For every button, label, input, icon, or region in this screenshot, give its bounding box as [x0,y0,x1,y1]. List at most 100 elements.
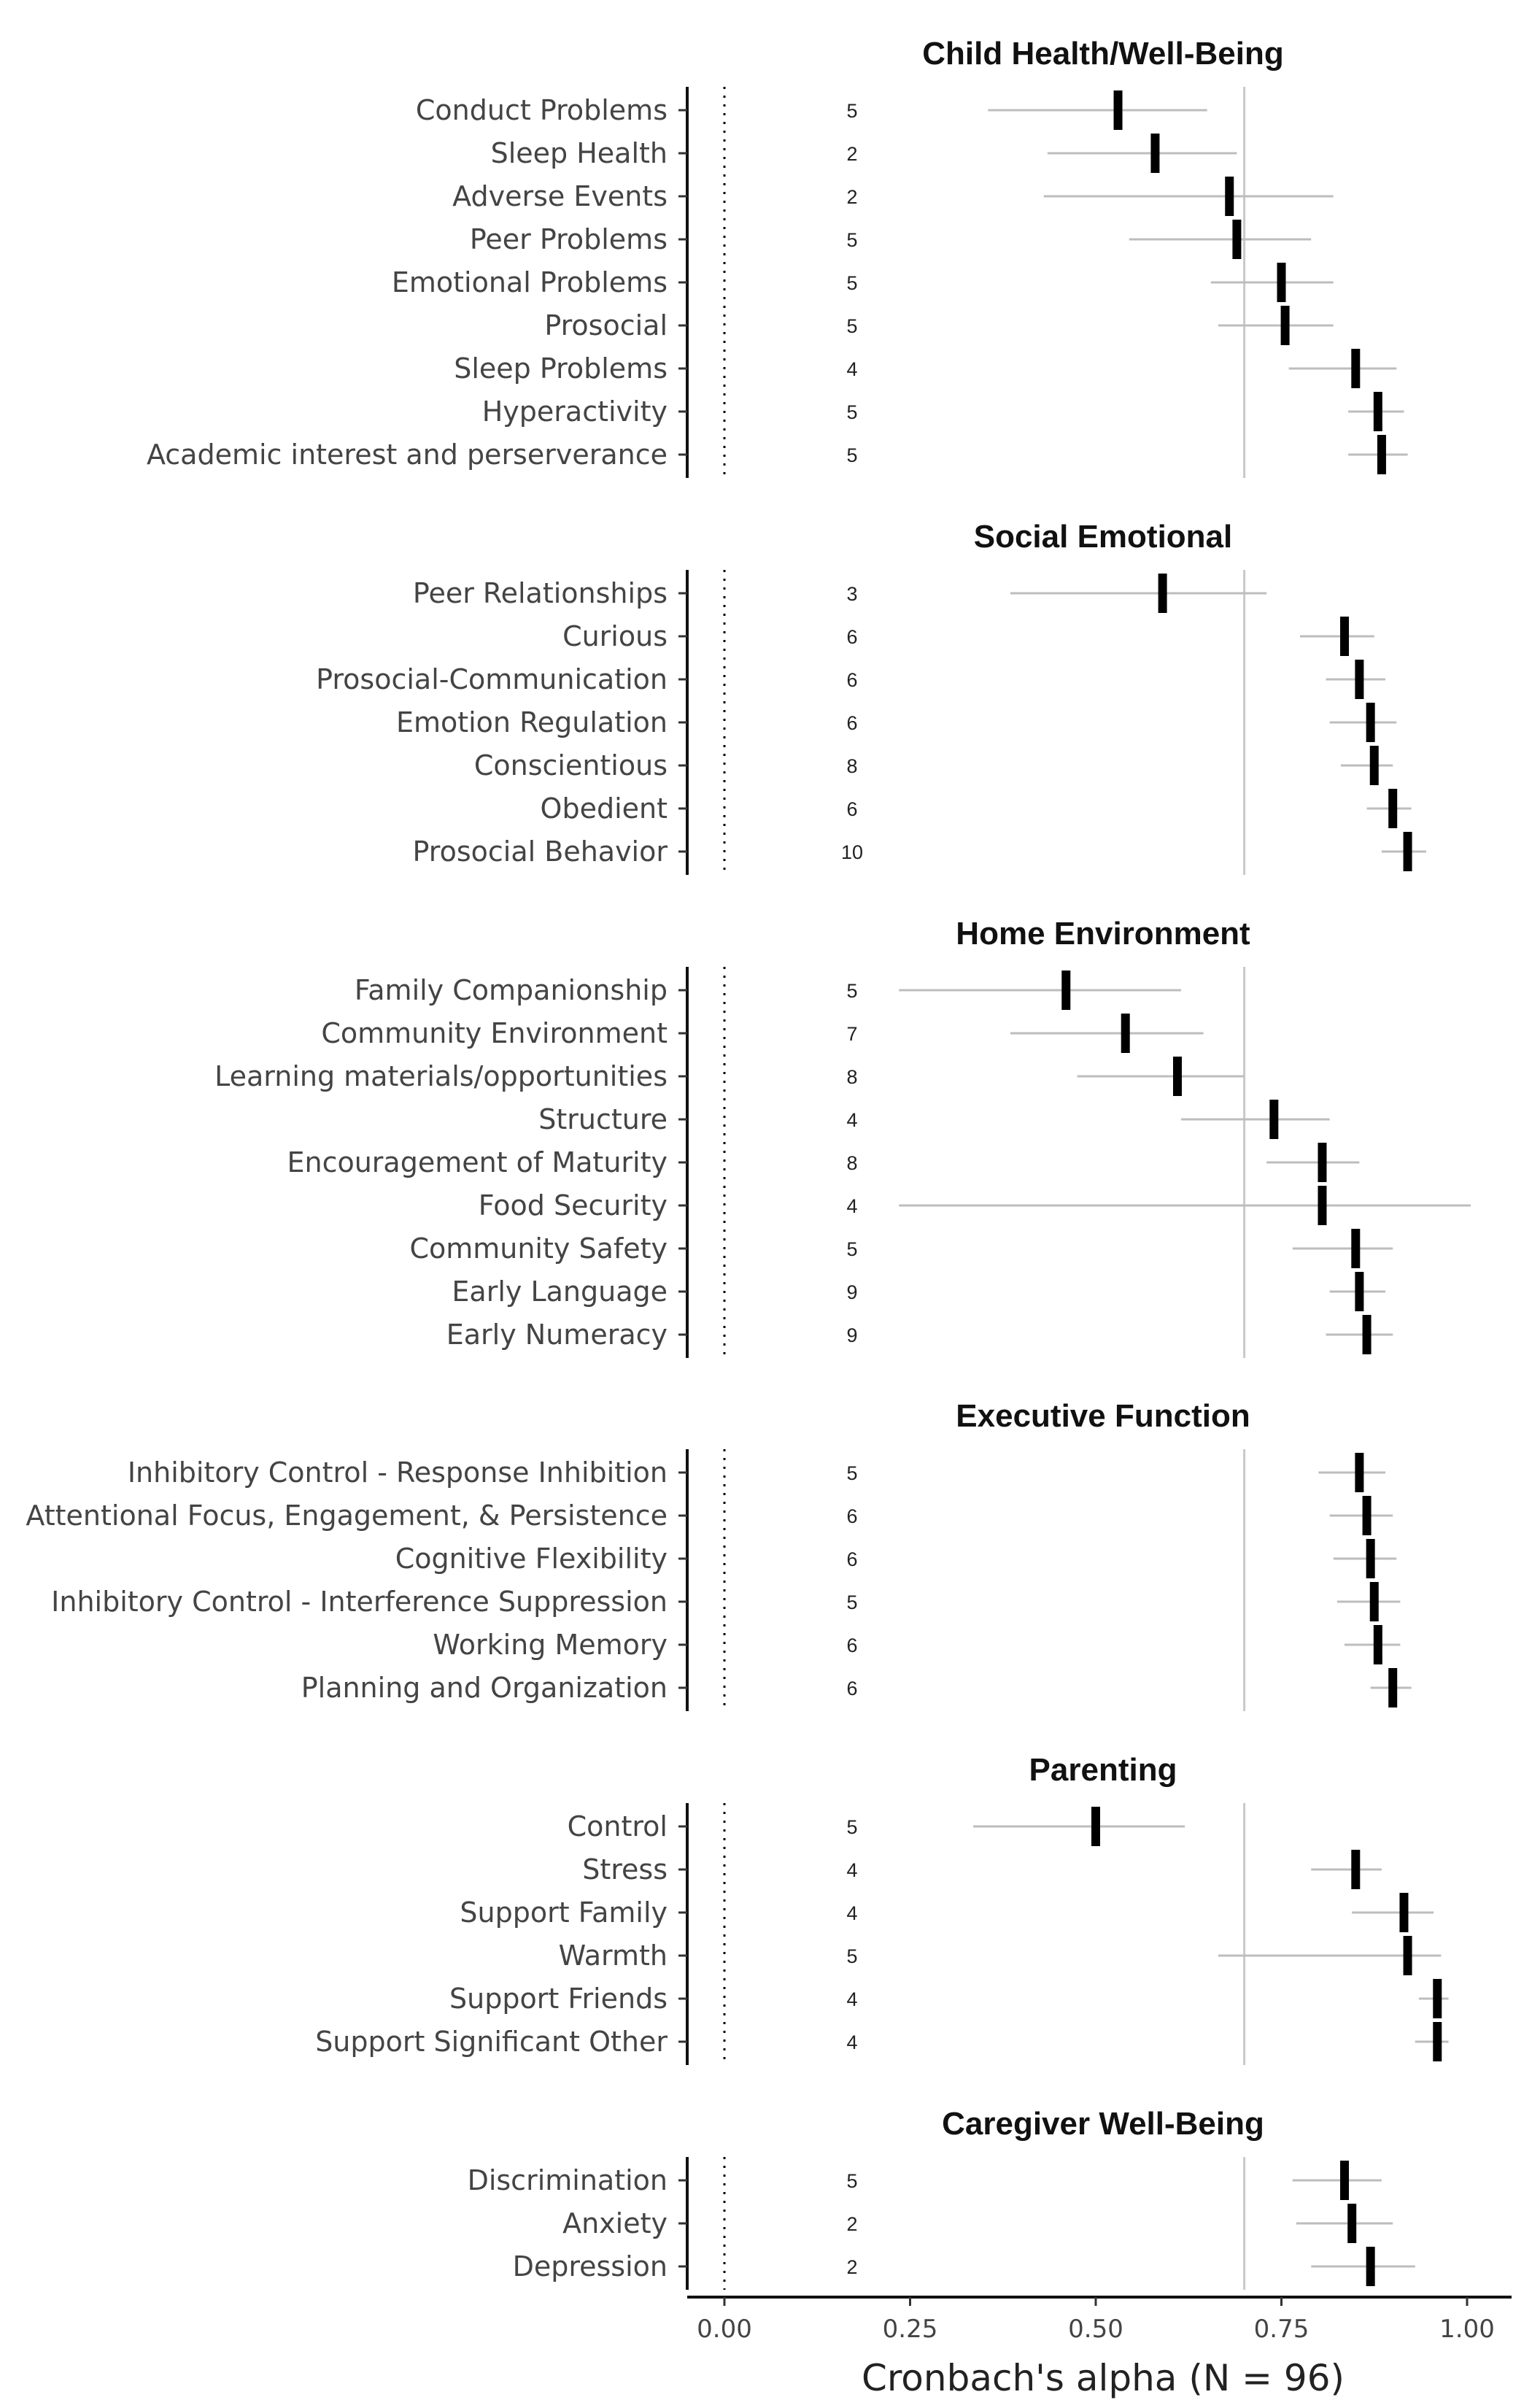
n-items-label: 2 [846,2256,857,2278]
row-label: Emotional Problems [392,266,668,298]
alpha-estimate-mark [1061,970,1071,1010]
alpha-estimate-mark [1280,306,1290,345]
alpha-estimate-mark [1113,90,1123,130]
row-label: Prosocial Behavior [413,836,668,868]
alpha-estimate-mark [1351,349,1361,388]
row-label: Support Significant Other [315,2026,668,2058]
table-row: Obedient 6 [541,789,1412,828]
n-items-label: 5 [846,229,857,251]
alpha-estimate-mark [1355,1453,1364,1492]
row-label: Support Family [460,1896,668,1929]
table-row: Sleep Health 2 [491,134,1237,173]
n-items-label: 9 [846,1324,857,1346]
alpha-estimate-mark [1355,660,1364,699]
n-items-label: 4 [846,1859,857,1881]
row-label: Sleep Health [491,137,668,169]
alpha-estimate-mark [1172,1057,1182,1096]
panel-title: Social Emotional [974,519,1233,555]
table-row: Support Significant Other 4 [315,2022,1449,2061]
n-items-label: 5 [846,401,857,423]
alpha-estimate-mark [1373,1625,1382,1664]
row-label: Peer Relationships [413,577,668,609]
alpha-estimate-mark [1277,263,1286,302]
n-items-label: 10 [841,841,863,863]
n-items-label: 8 [846,755,857,777]
alpha-estimate-mark [1232,220,1242,259]
alpha-estimate-mark [1347,2204,1357,2243]
row-label: Inhibitory Control - Interference Suppre… [51,1586,668,1618]
table-row: Academic interest and perserverance 5 [147,435,1408,474]
row-label: Encouragement of Maturity [287,1146,668,1178]
table-row: Depression 2 [513,2247,1415,2286]
table-row: Working Memory 6 [433,1625,1401,1664]
n-items-label: 5 [846,980,857,1002]
n-items-label: 5 [846,1591,857,1613]
x-tick-label: 0.50 [1068,2315,1123,2344]
row-label: Discrimination [468,2164,668,2196]
table-row: Food Security 4 [479,1186,1471,1225]
row-label: Warmth [559,1940,668,1972]
table-row: Stress 4 [582,1850,1382,1889]
table-row: Community Environment 7 [321,1014,1204,1053]
table-row: Support Family 4 [460,1893,1434,1932]
row-label: Inhibitory Control - Response Inhibition [128,1456,668,1489]
n-items-label: 8 [846,1152,857,1174]
row-label: Academic interest and perserverance [147,439,668,471]
row-label: Community Safety [409,1232,668,1265]
n-items-label: 6 [846,626,857,648]
alpha-estimate-mark [1351,1229,1361,1268]
n-items-label: 3 [846,583,857,605]
alpha-estimate-mark [1377,435,1386,474]
row-label: Working Memory [433,1629,668,1661]
alpha-estimate-mark [1318,1186,1327,1225]
row-label: Stress [582,1853,668,1886]
n-items-label: 6 [846,798,857,820]
alpha-estimate-mark [1355,1272,1364,1311]
x-axis: 0.00 0.25 0.50 0.75 1.00 Cronbach's alpha (N… [687,2296,1512,2399]
n-items-label: 5 [846,315,857,337]
x-tick-label: 0.00 [697,2315,752,2344]
row-label: Early Language [452,1276,668,1308]
alpha-estimate-mark [1340,617,1350,656]
row-label: Obedient [541,792,668,825]
n-items-label: 6 [846,669,857,691]
n-items-label: 6 [846,1548,857,1570]
row-label: Structure [538,1103,668,1135]
x-axis-title: Cronbach's alpha (N = 96) [862,2357,1345,2399]
n-items-label: 6 [846,712,857,734]
table-row: Curious 6 [562,617,1374,656]
table-row: Emotional Problems 5 [392,263,1334,302]
table-row: Warmth 5 [559,1936,1442,1975]
alpha-estimate-mark [1369,746,1379,785]
table-row: Support Friends 4 [449,1979,1449,2018]
alpha-estimate-mark [1269,1100,1279,1139]
row-label: Learning materials/opportunities [214,1060,668,1092]
table-row: Prosocial Behavior 10 [413,832,1427,871]
row-label: Conscientious [474,749,668,782]
alpha-estimate-mark [1433,1979,1442,2018]
table-row: Community Safety 5 [409,1229,1393,1268]
panel-title: Executive Function [956,1398,1250,1434]
alpha-estimate-mark [1366,1539,1375,1578]
alpha-estimate-mark [1225,177,1234,216]
panels-layer: Child Health/Well-Being Conduct Problems 5… [26,36,1471,2290]
row-label: Emotion Regulation [396,706,668,738]
row-label: Conduct Problems [416,94,668,126]
table-row: Early Language 9 [452,1272,1386,1311]
x-tick-label: 1.00 [1439,2315,1495,2344]
table-row: Hyperactivity 5 [482,392,1404,431]
alpha-estimate-mark [1388,789,1398,828]
alpha-estimate-mark [1403,1936,1412,1975]
table-row: Inhibitory Control - Interference Suppre… [51,1582,1401,1621]
n-items-label: 2 [846,2213,857,2235]
table-row: Planning and Organization 6 [301,1668,1412,1707]
n-items-label: 5 [846,100,857,122]
table-row: Early Numeracy 9 [446,1315,1393,1354]
table-row: Discrimination 5 [468,2161,1382,2200]
alpha-estimate-mark [1366,703,1375,742]
panel-title: Caregiver Well-Being [942,2106,1264,2142]
alpha-estimate-mark [1433,2022,1442,2061]
panel: Executive Function Inhibitory Control - R… [26,1398,1412,1711]
